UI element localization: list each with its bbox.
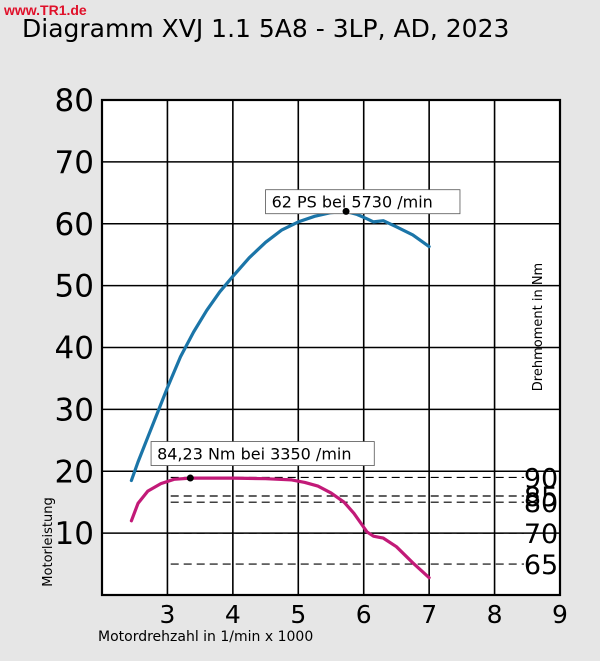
annotation-box: [265, 189, 461, 215]
x-tick-label: 6: [356, 600, 372, 629]
y-tick-label: 30: [55, 392, 94, 428]
x-tick-label: 7: [421, 600, 437, 629]
torque-tick-label: 90: [524, 463, 558, 494]
brand-logo: www.TR1.de: [4, 2, 87, 18]
series-line-torque: [129, 476, 431, 580]
y-tick-label: 10: [55, 516, 94, 552]
annotation-box: [150, 441, 375, 466]
y2-axis-label: Drehmoment in Nm: [531, 263, 546, 391]
plot-frame: [100, 98, 562, 597]
x-tick-label: 3: [159, 600, 175, 629]
y-tick-label: 60: [55, 207, 94, 243]
y-axis-label: Motorleistung: [41, 497, 56, 586]
y-tick-label: 70: [55, 145, 94, 181]
x-axis-label: Motordrehzahl in 1/min x 1000: [98, 629, 313, 645]
annotation-marker: [342, 207, 350, 215]
torque-tick-label: 65: [524, 550, 558, 581]
torque-tick-label: 80: [524, 488, 558, 519]
annotation-label: 84,23 Nm bei 3350 /min: [157, 445, 351, 464]
annotation-marker: [186, 474, 194, 482]
y-tick-label: 50: [55, 269, 94, 305]
x-tick-label: 4: [225, 600, 241, 629]
y-tick-label: 40: [55, 331, 94, 367]
x-tick-label: 8: [487, 600, 503, 629]
x-tick-label: 9: [552, 600, 568, 629]
torque-tick-label: 70: [524, 519, 558, 550]
y-tick-label: 20: [55, 454, 94, 490]
annotation-label: 62 PS bei 5730 /min: [272, 193, 433, 212]
chart-title: Diagramm XVJ 1.1 5A8 - 3LP, AD, 2023: [22, 14, 509, 43]
x-tick-label: 5: [290, 600, 306, 629]
y-tick-label: 80: [55, 83, 94, 119]
series-line-power: [129, 209, 431, 483]
torque-tick-label: 85: [524, 482, 558, 513]
